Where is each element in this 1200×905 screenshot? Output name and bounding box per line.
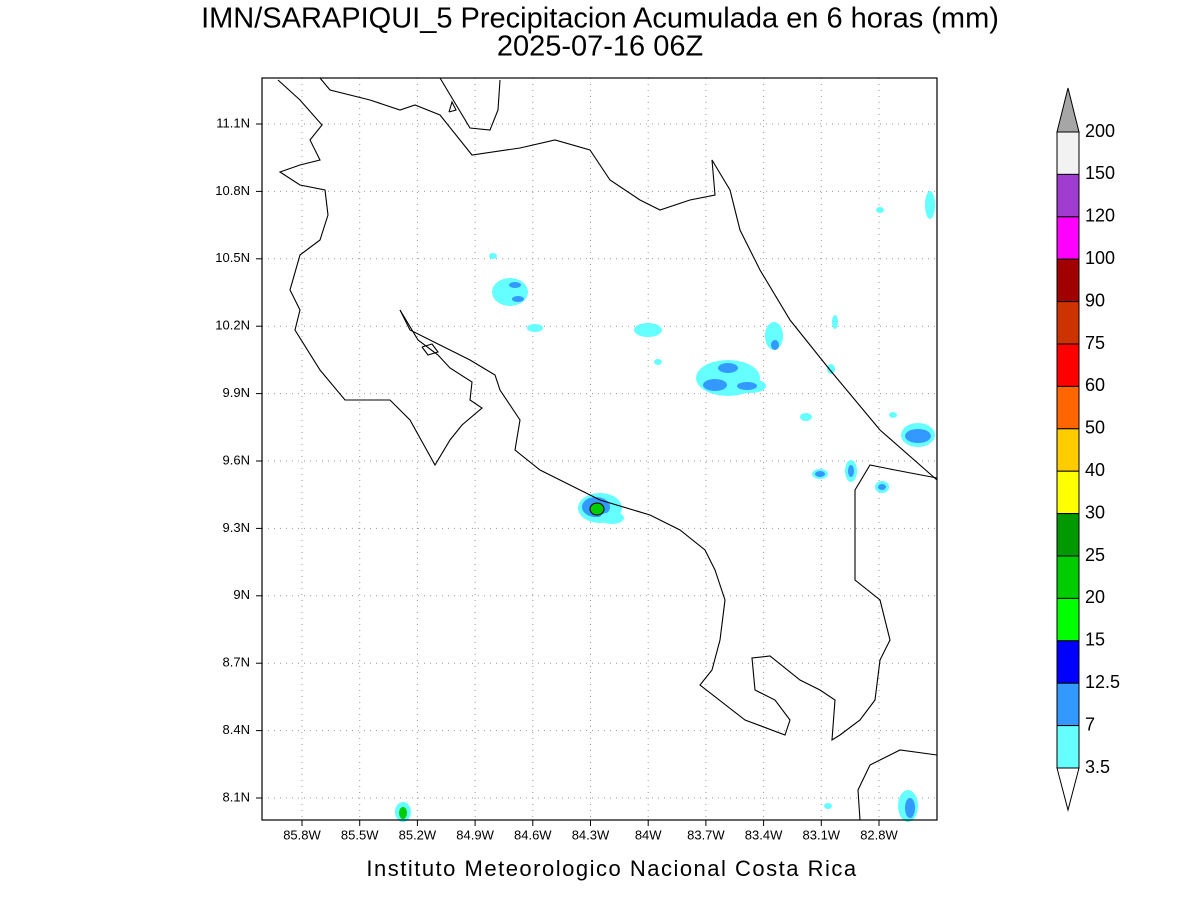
lat-label: 10.8N	[215, 183, 250, 198]
under-triangle	[1056, 767, 1080, 812]
color-box	[1056, 725, 1080, 769]
lat-label: 9.3N	[223, 520, 250, 535]
color-box	[1056, 343, 1080, 387]
lat-label: 11.1N	[216, 115, 250, 130]
legend-label: 90	[1085, 290, 1105, 310]
subtitle: 2025-07-16 06Z	[497, 31, 703, 63]
legend-label: 15	[1085, 630, 1105, 650]
color-box	[1056, 555, 1080, 599]
title: IMN/SARAPIQUI_5 Precipitacion Acumulada …	[201, 3, 999, 35]
color-box	[1056, 131, 1080, 175]
legend-label: 25	[1085, 545, 1105, 565]
lon-label: 85.2W	[399, 827, 437, 842]
color-box	[1056, 216, 1080, 260]
legend-label: 20	[1085, 587, 1105, 607]
legend-label: 120	[1085, 206, 1115, 226]
legend-label: 60	[1085, 375, 1105, 395]
lat-label: 10.5N	[215, 250, 250, 265]
lat-label: 9N	[233, 587, 250, 602]
lat-label: 8.4N	[223, 722, 250, 737]
lon-label: 84.6W	[514, 827, 552, 842]
lon-label: 84.9W	[456, 827, 494, 842]
legend-label: 3.5	[1085, 757, 1110, 777]
lon-label: 82.8W	[860, 827, 898, 842]
lat-label: 9.9N	[223, 385, 250, 400]
legend-label: 7	[1085, 714, 1095, 734]
legend-label: 75	[1085, 333, 1105, 353]
color-box	[1056, 470, 1080, 515]
legend-label: 150	[1085, 163, 1115, 183]
color-box	[1056, 301, 1080, 345]
legend-label: 12.5	[1085, 672, 1120, 692]
lon-label: 84.3W	[572, 827, 610, 842]
footer: Instituto Meteorologico Nacional Costa R…	[366, 856, 857, 881]
color-box	[1056, 258, 1080, 303]
lon-label: 83.1W	[803, 827, 841, 842]
lat-label: 9.6N	[223, 452, 250, 467]
color-box	[1056, 640, 1080, 684]
lon-label: 83.7W	[687, 827, 725, 842]
color-box	[1056, 385, 1080, 430]
map-frame	[261, 77, 938, 821]
legend-label: 30	[1085, 502, 1105, 522]
lat-label: 8.1N	[223, 789, 250, 804]
lon-label: 85.8W	[283, 827, 321, 842]
legend-label: 50	[1085, 418, 1105, 438]
lon-label: 84W	[635, 827, 662, 842]
color-box	[1056, 682, 1080, 727]
lon-label: 83.4W	[745, 827, 783, 842]
legend-label: 100	[1085, 248, 1115, 268]
lon-label: 85.5W	[341, 827, 379, 842]
coastlines	[277, 77, 938, 821]
color-box	[1056, 597, 1080, 642]
legend-label: 200	[1085, 121, 1115, 141]
color-box	[1056, 173, 1080, 218]
over-triangle	[1056, 87, 1080, 133]
lat-label: 10.2N	[215, 318, 250, 333]
precipitation	[395, 191, 935, 822]
lat-label: 8.7N	[223, 655, 250, 670]
color-box	[1056, 513, 1080, 557]
color-box	[1056, 428, 1080, 472]
legend-label: 40	[1085, 460, 1105, 480]
